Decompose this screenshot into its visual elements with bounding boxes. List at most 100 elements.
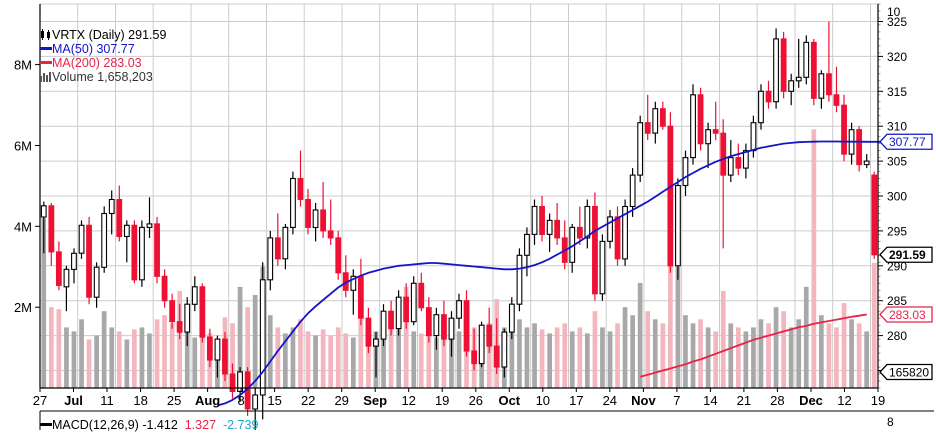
price-tick-label: 315 xyxy=(887,85,907,99)
candle-body xyxy=(206,336,213,361)
blue-line-icon xyxy=(40,43,52,54)
volume-bar xyxy=(49,307,54,388)
volume-bar xyxy=(728,323,734,388)
volume-bar xyxy=(615,323,620,388)
candle-body xyxy=(531,205,538,235)
volume-axis[interactable]: 8M 6M 4M 2M xyxy=(14,58,40,316)
candle-body xyxy=(675,184,681,267)
volume-bar xyxy=(381,335,386,388)
candle-body xyxy=(305,198,311,228)
volume-bar xyxy=(788,327,794,388)
price-tick-label: 285 xyxy=(887,294,907,308)
ma200-line xyxy=(639,313,867,378)
volume-bar xyxy=(856,323,862,388)
volume-bars-icon xyxy=(40,71,52,82)
date-tick-label: 19 xyxy=(435,393,449,408)
volume-bar xyxy=(683,315,688,388)
candle-body xyxy=(592,205,598,295)
volume-bar xyxy=(64,327,69,388)
volume-bar xyxy=(94,335,99,388)
candle-body xyxy=(123,224,130,238)
date-tick-label: 12 xyxy=(837,393,851,408)
date-axis[interactable]: 27 Jul 11 18 25 Aug 8 15 22 29 Sep 12 19 26 Oct 10 17 24 N… xyxy=(33,388,885,408)
volume-bar xyxy=(554,327,560,388)
date-tick-label: 26 xyxy=(469,393,483,408)
ma50-path xyxy=(217,140,882,407)
candle-body xyxy=(259,279,266,396)
candle-body xyxy=(290,177,296,228)
date-tick-label: 19 xyxy=(871,393,885,408)
candle-body xyxy=(629,174,636,208)
candle-body xyxy=(237,371,243,392)
candle-body xyxy=(516,254,523,305)
volume-bar xyxy=(849,319,854,388)
candle-body xyxy=(222,338,228,375)
candle-body xyxy=(380,310,387,340)
candle-body xyxy=(357,275,364,319)
candle-body xyxy=(448,317,455,340)
date-tick-label: 29 xyxy=(334,393,348,408)
volume-bar xyxy=(328,335,333,388)
candle-body xyxy=(554,219,561,239)
legend-row-symbol: VRTX (Daily) 291.59 xyxy=(40,28,166,42)
candle-body xyxy=(93,266,100,298)
volume-bar xyxy=(162,315,167,388)
date-tick-label: Oct xyxy=(498,393,520,408)
candle-body xyxy=(682,157,689,187)
volume-bar xyxy=(418,333,424,388)
candle-body xyxy=(795,76,802,82)
volume-bar xyxy=(834,327,839,388)
volume-bar xyxy=(660,323,666,388)
volume-bar xyxy=(736,327,741,388)
candle-body xyxy=(773,38,779,103)
candle-body xyxy=(40,205,47,218)
price-tick-label: 280 xyxy=(887,329,907,343)
candle-body xyxy=(697,94,704,145)
candle-body xyxy=(652,108,659,134)
volume-bar xyxy=(434,337,439,388)
volume-bar xyxy=(124,339,130,388)
date-tick-label: Sep xyxy=(363,393,387,408)
candle-body xyxy=(395,296,402,330)
volume-tick-label: 8M xyxy=(14,58,32,73)
candle-body xyxy=(803,41,810,78)
date-tick-label: 8 xyxy=(237,393,244,408)
candle-body xyxy=(86,224,92,298)
candle-body xyxy=(614,216,621,260)
candle-body xyxy=(546,219,553,235)
candle-body xyxy=(350,275,357,291)
candle-body xyxy=(750,122,757,152)
candle-body xyxy=(584,205,591,239)
candle-body xyxy=(169,300,176,323)
volume-bar xyxy=(705,327,711,388)
candle-body xyxy=(471,350,478,365)
candle-body xyxy=(161,275,168,302)
volume-bar xyxy=(169,323,175,388)
volume-bar xyxy=(652,319,658,388)
date-tick-label: 17 xyxy=(569,393,583,408)
volume-bar xyxy=(871,262,877,388)
legend-row-volume: Volume 1,658,203 xyxy=(40,70,166,84)
candle-body xyxy=(637,122,644,176)
volume-bar xyxy=(758,319,764,388)
legend-row-ma200: MA(200) 283.03 xyxy=(40,56,166,70)
candle-body xyxy=(486,324,493,347)
candle-body xyxy=(524,233,530,256)
volume-bar xyxy=(539,329,545,388)
candle-body xyxy=(833,94,840,106)
volume-bar xyxy=(698,319,703,388)
date-tick-label: 14 xyxy=(703,393,717,408)
candle-body xyxy=(297,177,304,200)
candle-body xyxy=(184,303,191,333)
candle-body xyxy=(403,296,410,323)
volume-bar xyxy=(335,327,341,388)
candle-body xyxy=(508,303,515,333)
volume-bar xyxy=(79,319,84,388)
candle-body xyxy=(758,90,764,124)
ma50-line xyxy=(217,140,882,407)
volume-bar xyxy=(154,319,160,388)
volume-bar xyxy=(803,286,809,388)
price-tick-label: 300 xyxy=(887,190,907,204)
